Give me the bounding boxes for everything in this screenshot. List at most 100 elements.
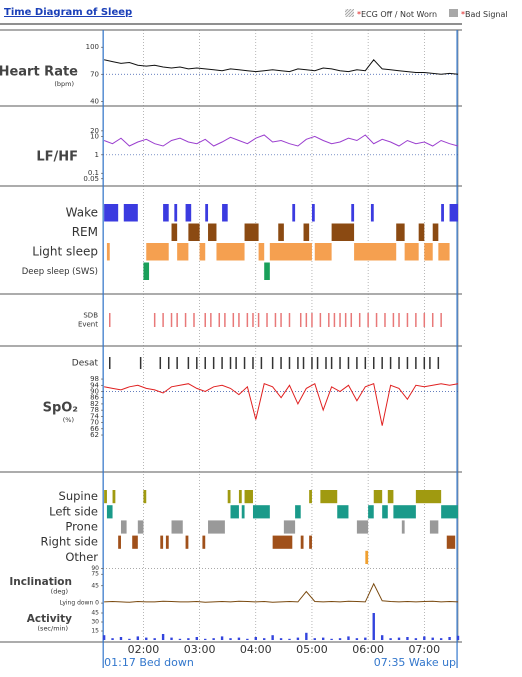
- bar: [448, 637, 451, 640]
- y-tick-label: 98: [90, 375, 99, 383]
- bar: [456, 635, 460, 640]
- state-segment: [368, 505, 374, 519]
- state-segment: [373, 490, 383, 504]
- bar: [178, 638, 182, 640]
- state-segment: [163, 204, 169, 222]
- legend-label: ECG Off / Not Worn: [361, 10, 437, 19]
- state-segment: [309, 535, 312, 549]
- state-segment: [238, 490, 242, 504]
- state-segment: [252, 505, 270, 519]
- bar: [406, 637, 409, 640]
- panel-label: Desat: [72, 359, 99, 369]
- legend-swatch: [345, 9, 354, 17]
- state-segment: [258, 243, 265, 261]
- state-segment: [160, 535, 164, 549]
- bar: [204, 638, 207, 640]
- bar: [439, 638, 443, 640]
- state-segment: [295, 505, 301, 519]
- state-segment: [429, 520, 439, 534]
- state-segment: [441, 505, 458, 519]
- annotation-label: 01:17 Bed down: [104, 656, 194, 669]
- state-segment: [104, 204, 119, 222]
- x-tick-label: 02:00: [128, 643, 160, 656]
- state-segment: [146, 243, 169, 261]
- y-tick-label: 45: [91, 610, 99, 617]
- row-label: Right side: [41, 535, 99, 549]
- state-segment: [393, 505, 416, 519]
- state-segment: [118, 535, 121, 549]
- row-label: Supine: [59, 489, 98, 503]
- title: Time Diagram of Sleep: [4, 7, 132, 18]
- state-segment: [300, 535, 304, 549]
- state-segment: [272, 535, 293, 549]
- legend-swatch: [449, 9, 458, 17]
- y-tick-label: 90: [90, 387, 99, 395]
- state-segment: [244, 490, 253, 504]
- bar: [187, 638, 190, 640]
- y-tick-label: 74: [90, 412, 99, 420]
- bar: [229, 638, 232, 640]
- bar: [153, 638, 156, 640]
- state-segment: [303, 223, 310, 241]
- state-segment: [143, 262, 150, 280]
- state-segment: [418, 223, 425, 241]
- bar: [212, 638, 215, 640]
- state-segment: [165, 535, 169, 549]
- state-segment: [370, 204, 374, 222]
- state-segment: [227, 490, 231, 504]
- state-segment: [104, 490, 107, 504]
- bar: [431, 637, 434, 640]
- state-segment: [278, 223, 284, 241]
- state-segment: [106, 505, 113, 519]
- state-segment: [112, 490, 116, 504]
- state-segment: [382, 505, 388, 519]
- y-tick-label: Lying down 0: [60, 600, 100, 607]
- state-segment: [208, 520, 225, 534]
- state-segment: [132, 535, 138, 549]
- bar: [263, 638, 266, 640]
- panel-unit: (bpm): [54, 80, 74, 88]
- line-series: [103, 134, 459, 147]
- bar: [128, 638, 131, 640]
- state-segment: [174, 204, 178, 222]
- bar: [119, 637, 123, 640]
- state-segment: [222, 204, 228, 222]
- bar: [364, 637, 367, 640]
- y-tick-label: 90: [91, 565, 99, 572]
- y-tick-label: 86: [90, 394, 99, 402]
- line-series: [104, 582, 459, 603]
- bar: [195, 637, 199, 640]
- row-label: Wake: [66, 205, 98, 219]
- bar: [170, 637, 173, 640]
- row-label: Prone: [65, 520, 98, 534]
- bar: [347, 636, 350, 640]
- bar: [321, 637, 325, 640]
- panel-label: Heart Rate: [0, 65, 78, 80]
- legend-entry: *ECG Off / Not Worn: [357, 10, 437, 19]
- bar: [246, 638, 249, 640]
- state-segment: [309, 490, 312, 504]
- legend-label: Bad Signal: [465, 10, 508, 19]
- y-tick-label: 20: [90, 127, 99, 135]
- legend-marker: *: [461, 10, 465, 19]
- bar: [111, 638, 114, 640]
- state-segment: [292, 204, 296, 222]
- bar: [271, 635, 274, 640]
- row-label: Left side: [49, 504, 98, 518]
- x-tick-label: 07:00: [408, 643, 440, 656]
- y-tick-label: 82: [90, 400, 99, 408]
- panel-label: Activity: [27, 613, 72, 625]
- bar: [313, 638, 316, 640]
- y-tick-label: 45: [91, 582, 99, 589]
- y-tick-label: 66: [90, 425, 99, 433]
- panel-label: Event: [78, 321, 98, 329]
- state-segment: [446, 535, 456, 549]
- state-segment: [269, 243, 312, 261]
- panel-unit: (%): [63, 416, 74, 424]
- state-segment: [171, 520, 183, 534]
- bar: [338, 638, 342, 640]
- x-tick-label: 06:00: [352, 643, 384, 656]
- state-segment: [120, 520, 127, 534]
